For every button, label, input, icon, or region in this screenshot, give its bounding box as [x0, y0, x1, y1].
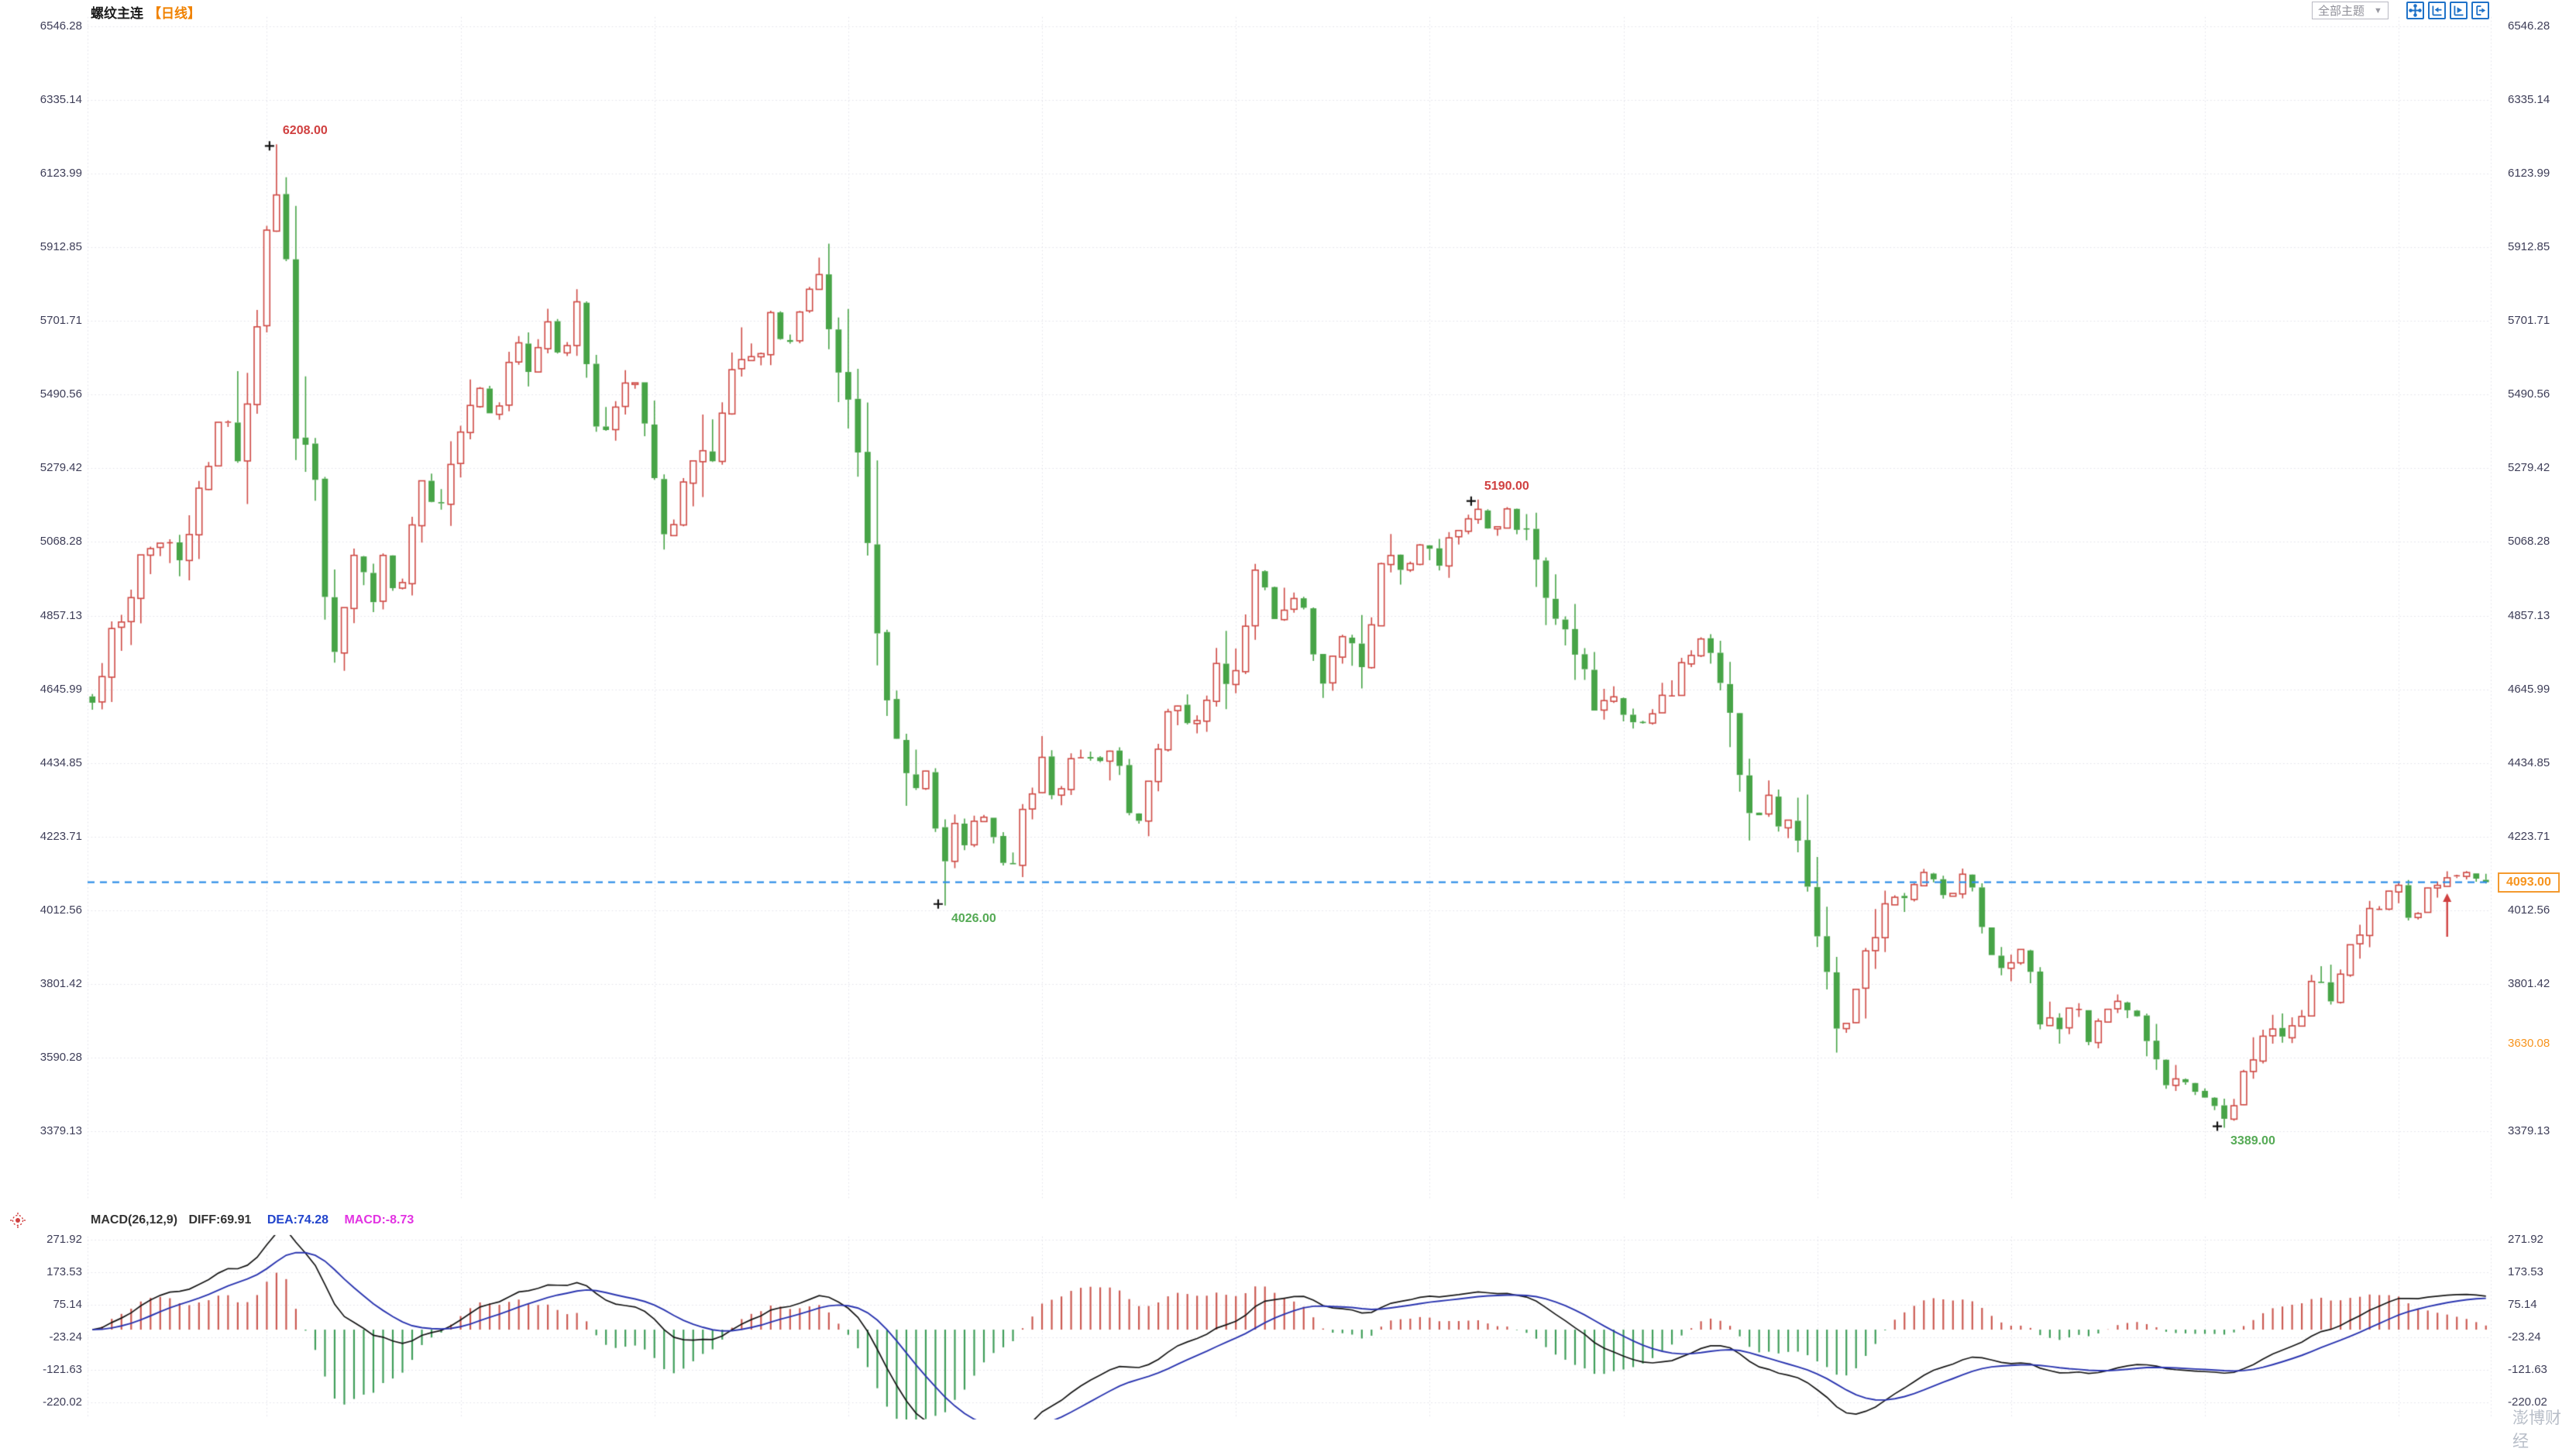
price-chart-canvas[interactable]	[0, 0, 2576, 1422]
settlement-price-label: 3630.08	[2508, 1037, 2552, 1051]
high-price-annotation: 6208.00	[282, 124, 328, 138]
indicator-settings-icon[interactable]	[9, 1212, 26, 1229]
macd-indicator-labels: MACD(26,12,9) DIFF:69.91 DEA:74.28 MACD:…	[91, 1213, 414, 1227]
compress-axis-left-glyph	[2432, 5, 2442, 16]
go-to-latest-icon[interactable]	[2471, 2, 2489, 19]
low-price-annotation: 4026.00	[951, 911, 996, 925]
dropdown-caret-icon: ▼	[2374, 5, 2382, 15]
period-tag: 【日线】	[148, 6, 201, 21]
macd-macd-value: MACD:-8.73	[344, 1213, 414, 1227]
macd-params-label: MACD(26,12,9)	[91, 1213, 178, 1227]
compress-axis-left-icon[interactable]	[2428, 2, 2446, 19]
expand-axis-right-glyph	[2454, 5, 2464, 16]
current-price-tag: 4093.00	[2498, 872, 2560, 893]
go-to-latest-glyph	[2476, 5, 2486, 15]
symbol-name: 螺纹主连	[91, 6, 143, 21]
watermark-text: 澎博财经	[2512, 1409, 2561, 1450]
theme-selector-dropdown[interactable]: 全部主题 ▼	[2312, 2, 2389, 19]
macd-dea-value: DEA:74.28	[267, 1213, 329, 1227]
theme-selector-label: 全部主题	[2318, 5, 2365, 18]
chart-title: 螺纹主连 【日线】	[91, 2, 201, 22]
pan-crosshair-glyph	[2409, 4, 2422, 17]
pan-crosshair-icon[interactable]	[2406, 2, 2424, 19]
high-price-annotation: 5190.00	[1484, 479, 1529, 493]
low-price-annotation: 3389.00	[2230, 1134, 2275, 1147]
macd-diff-value: DIFF:69.91	[188, 1213, 252, 1227]
expand-axis-right-icon[interactable]	[2450, 2, 2468, 19]
